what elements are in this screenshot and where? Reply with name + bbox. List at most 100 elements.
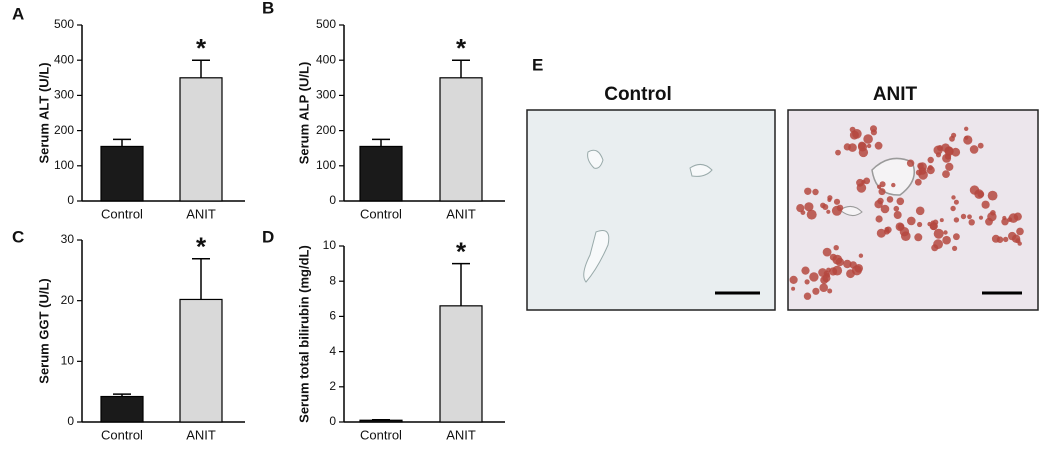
stain <box>1001 218 1009 226</box>
stain <box>950 205 956 212</box>
stain <box>951 195 956 200</box>
stain <box>789 275 798 284</box>
bar <box>179 298 223 423</box>
stain <box>791 286 796 291</box>
stain <box>915 169 923 176</box>
stain <box>906 159 915 167</box>
stain <box>877 197 884 205</box>
bar <box>439 77 483 202</box>
stain <box>978 215 984 220</box>
stain <box>1007 217 1013 223</box>
stain <box>918 162 927 172</box>
stain <box>952 245 958 251</box>
y-axis-label: Serum total bilirubin (mg/dL) <box>296 245 311 423</box>
stain <box>931 244 939 252</box>
stain <box>803 292 812 300</box>
stain <box>953 199 959 205</box>
y-axis-label: Serum ALT (U/L) <box>36 62 51 163</box>
stain <box>801 266 810 275</box>
y-tick-label: 30 <box>61 232 75 246</box>
stain <box>977 142 984 149</box>
y-tick-label: 300 <box>54 88 74 102</box>
stain <box>943 230 948 235</box>
stain <box>1016 227 1024 236</box>
stain <box>932 219 939 226</box>
x-tick-label: ANIT <box>446 206 476 221</box>
stain <box>861 179 866 185</box>
panel-letter: C <box>12 227 24 246</box>
stain <box>907 216 916 226</box>
stain <box>876 228 886 238</box>
stain <box>833 198 841 205</box>
stain <box>963 135 973 145</box>
stain <box>914 233 923 242</box>
stain <box>846 269 855 279</box>
stain <box>806 209 817 220</box>
stain <box>886 196 894 203</box>
stain <box>833 245 839 251</box>
y-tick-label: 100 <box>316 158 336 172</box>
stain <box>893 211 902 219</box>
stain <box>942 170 950 179</box>
stain <box>969 145 979 154</box>
y-tick-label: 6 <box>329 309 336 323</box>
stain <box>996 236 1004 243</box>
micrograph-control <box>526 109 776 311</box>
stain <box>852 129 862 139</box>
stain <box>893 205 900 212</box>
stain <box>1003 236 1009 243</box>
bar <box>359 419 403 423</box>
y-tick-label: 10 <box>61 354 75 368</box>
stain <box>812 287 820 295</box>
stain <box>843 259 852 269</box>
stain <box>824 272 831 278</box>
stain <box>804 187 812 195</box>
significance-mark: * <box>456 33 467 63</box>
y-tick-label: 300 <box>316 88 336 102</box>
y-axis-label: Serum GGT (U/L) <box>36 278 51 383</box>
y-tick-label: 500 <box>54 17 74 31</box>
stain <box>968 219 975 226</box>
stain <box>812 188 819 196</box>
stain <box>874 141 883 150</box>
significance-mark: * <box>196 33 207 63</box>
y-tick-label: 2 <box>329 379 336 393</box>
stain <box>933 228 944 239</box>
y-tick-label: 200 <box>316 123 336 137</box>
stain <box>875 215 883 223</box>
stain <box>878 188 886 196</box>
stain <box>939 218 944 223</box>
x-tick-label: Control <box>360 206 402 221</box>
stain <box>926 166 935 175</box>
stain <box>951 147 961 157</box>
micrograph-anit <box>787 109 1039 311</box>
stain <box>880 204 890 214</box>
stain <box>848 143 857 152</box>
stain <box>935 152 942 158</box>
stain <box>858 253 864 258</box>
stain <box>822 204 829 210</box>
stain <box>949 135 955 142</box>
stain <box>891 182 896 188</box>
x-tick-label: Control <box>101 206 143 221</box>
y-tick-label: 200 <box>54 123 74 137</box>
panel-letter: B <box>262 0 274 17</box>
stain <box>953 233 960 241</box>
x-tick-label: ANIT <box>446 427 476 442</box>
stain <box>944 146 954 156</box>
stain <box>896 197 905 206</box>
panel-letter: E <box>532 55 543 74</box>
stain <box>917 221 923 228</box>
stain <box>820 276 829 285</box>
y-tick-label: 0 <box>67 414 74 428</box>
y-tick-label: 400 <box>316 52 336 66</box>
stain <box>835 149 841 156</box>
stain <box>990 210 996 216</box>
stain <box>857 142 868 152</box>
stain <box>826 209 831 214</box>
stain <box>981 200 990 209</box>
stain <box>863 134 873 144</box>
stain <box>985 217 993 226</box>
stain <box>987 190 998 201</box>
stain <box>942 153 952 163</box>
